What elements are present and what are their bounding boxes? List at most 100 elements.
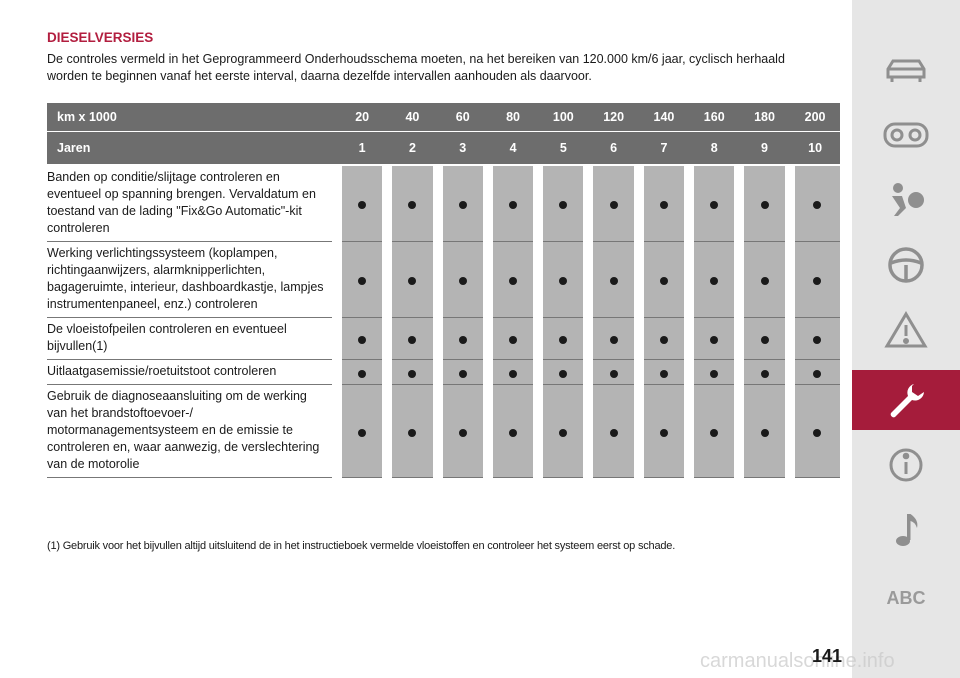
schedule-cell — [633, 241, 690, 318]
schedule-cell — [533, 384, 589, 478]
schedule-cell — [533, 359, 589, 385]
abc-index-icon[interactable]: ABC — [852, 568, 960, 628]
abc-label: ABC — [886, 587, 926, 608]
section-heading: DIESELVERSIES — [47, 30, 154, 45]
km-value: 20 — [336, 103, 388, 132]
year-value: 5 — [537, 131, 589, 166]
km-value: 160 — [688, 103, 740, 132]
schedule-cell — [784, 317, 840, 360]
schedule-cell — [482, 165, 539, 242]
schedule-cell — [633, 384, 690, 478]
schedule-cell — [583, 241, 639, 318]
km-value: 140 — [638, 103, 690, 132]
check-dot-icon — [659, 277, 668, 285]
schedule-body: Banden op conditie/slijtage controleren … — [47, 165, 840, 478]
steering-wheel-icon[interactable] — [852, 235, 960, 295]
check-dot-icon — [408, 428, 417, 437]
schedule-cell — [784, 384, 840, 478]
table-row: Banden op conditie/slijtage controleren … — [47, 165, 840, 242]
year-value: 9 — [738, 131, 790, 166]
check-dot-icon — [509, 369, 518, 378]
km-value: 180 — [738, 103, 790, 132]
check-dot-icon — [458, 336, 467, 344]
check-dot-icon — [710, 277, 719, 285]
table-row: De vloeistofpeilen controleren en eventu… — [47, 317, 840, 360]
schedule-cell — [633, 317, 690, 360]
check-dot-icon — [659, 336, 668, 344]
check-dot-icon — [609, 428, 618, 437]
footnote: (1) Gebruik voor het bijvullen altijd ui… — [47, 540, 676, 552]
check-dot-icon — [813, 428, 822, 437]
schedule-cell — [583, 384, 639, 478]
schedule-cell — [583, 317, 639, 360]
warning-triangle-icon[interactable] — [852, 300, 960, 360]
check-dot-icon — [408, 369, 417, 378]
year-value: 7 — [638, 131, 690, 166]
schedule-cell — [633, 359, 690, 385]
years-header-label: Jaren — [47, 131, 337, 166]
schedule-cell — [583, 165, 639, 242]
check-dot-icon — [609, 369, 618, 378]
check-dot-icon — [458, 428, 467, 437]
schedule-cell — [331, 384, 388, 478]
check-dot-icon — [609, 336, 618, 344]
schedule-cell — [482, 384, 539, 478]
schedule-cell — [482, 241, 539, 318]
check-dot-icon — [760, 369, 769, 378]
page-number: 141 — [812, 646, 843, 666]
check-dot-icon — [408, 336, 417, 344]
schedule-cell — [734, 359, 790, 385]
check-dot-icon — [358, 369, 367, 378]
years-header-row: Jaren 1 2 3 4 5 6 7 8 9 10 — [47, 131, 840, 166]
row-label: De vloeistofpeilen controleren en eventu… — [47, 317, 337, 360]
schedule-cell — [432, 317, 488, 360]
airbag-passenger-icon[interactable] — [852, 170, 960, 230]
schedule-cell — [382, 317, 438, 360]
row-label: Gebruik de diagnoseaansluiting om de wer… — [47, 384, 337, 478]
schedule-cell — [684, 317, 740, 360]
year-value: 8 — [688, 131, 740, 166]
dashboard-gauge-icon[interactable] — [852, 105, 960, 165]
schedule-cell — [331, 317, 388, 360]
schedule-cell — [784, 165, 840, 242]
schedule-cell — [432, 165, 488, 242]
schedule-cell — [633, 165, 690, 242]
check-dot-icon — [408, 277, 417, 285]
check-dot-icon — [458, 369, 467, 378]
km-value: 40 — [386, 103, 438, 132]
schedule-cell — [734, 241, 790, 318]
check-dot-icon — [760, 428, 769, 437]
check-dot-icon — [358, 428, 367, 437]
settings-info-icon[interactable] — [852, 435, 960, 495]
table-row: Gebruik de diagnoseaansluiting om de wer… — [47, 384, 840, 478]
schedule-cell — [382, 359, 438, 385]
check-dot-icon — [408, 201, 417, 209]
year-value: 2 — [386, 131, 438, 166]
check-dot-icon — [559, 369, 568, 378]
maintenance-schedule-table: km x 1000 20 40 60 80 100 120 140 160 18… — [47, 103, 840, 478]
check-dot-icon — [559, 277, 568, 285]
schedule-cell — [784, 359, 840, 385]
check-dot-icon — [458, 277, 467, 285]
schedule-cell — [533, 241, 589, 318]
schedule-cell — [684, 165, 740, 242]
check-dot-icon — [559, 201, 568, 209]
year-value: 1 — [336, 131, 388, 166]
km-header-label: km x 1000 — [47, 103, 337, 132]
wrench-icon[interactable] — [852, 370, 960, 430]
check-dot-icon — [358, 201, 367, 209]
check-dot-icon — [659, 201, 668, 209]
music-note-icon[interactable] — [852, 500, 960, 560]
car-icon[interactable] — [852, 40, 960, 100]
check-dot-icon — [609, 277, 618, 285]
check-dot-icon — [509, 428, 518, 437]
year-value: 6 — [587, 131, 639, 166]
check-dot-icon — [509, 201, 518, 209]
check-dot-icon — [458, 201, 467, 209]
table-row: Uitlaatgasemissie/roetuitstoot controler… — [47, 359, 840, 385]
check-dot-icon — [813, 277, 822, 285]
watermark: carmanualsonline.info — [700, 650, 895, 672]
km-value: 200 — [789, 103, 840, 132]
check-dot-icon — [813, 336, 822, 344]
schedule-cell — [432, 359, 488, 385]
